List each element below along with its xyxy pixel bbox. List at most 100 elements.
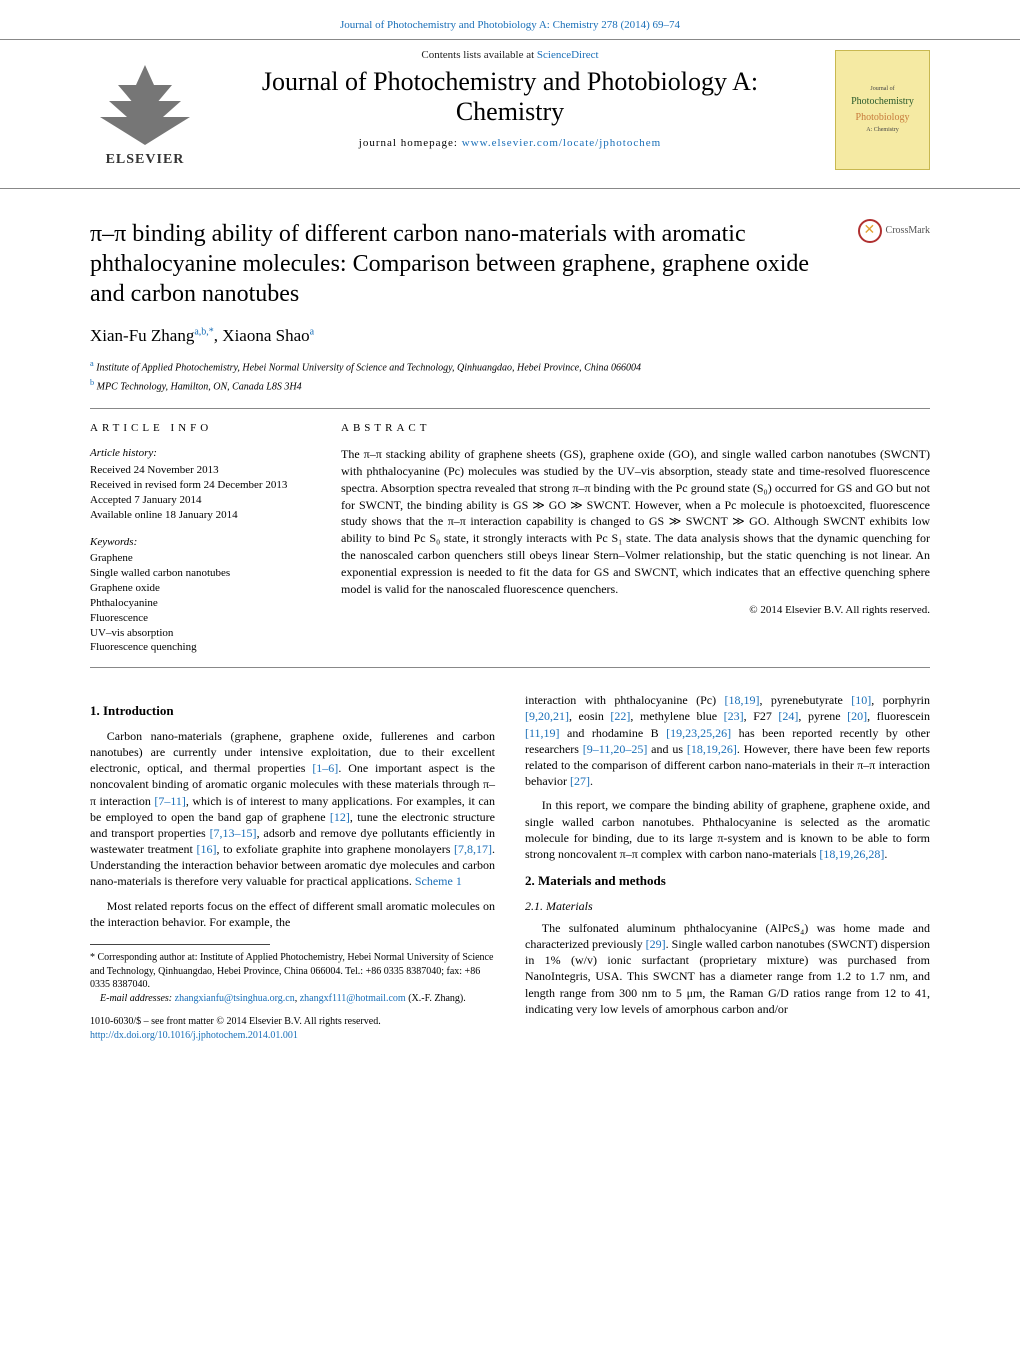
affiliation-b: b MPC Technology, Hamilton, ON, Canada L… [90,377,930,394]
subsection-head-materials: 2.1. Materials [525,898,930,914]
sciencedirect-link[interactable]: ScienceDirect [537,49,599,61]
body-text: . [590,774,593,788]
article-info-row: ARTICLE INFO Article history: Received 2… [90,408,930,668]
ref-link[interactable]: [7,8,17] [454,842,492,856]
ref-link[interactable]: [22] [610,709,630,723]
author-2: Xiaona Shao [222,326,309,345]
ref-link[interactable]: [1–6] [312,761,338,775]
body-paragraph: Carbon nano-materials (graphene, graphen… [90,728,495,890]
masthead: ELSEVIER Contents lists available at Sci… [0,39,1020,189]
history-line: Received in revised form 24 December 201… [90,478,305,493]
ref-link[interactable]: [9–11,20–25] [583,742,648,756]
history-line: Received 24 November 2013 [90,463,305,478]
author-2-sup: a [310,326,314,337]
cover-line-4: A: Chemistry [866,126,899,134]
ref-link[interactable]: [12] [330,810,350,824]
body-text: , methylene blue [630,709,723,723]
body-text: , to exfoliate graphite into graphene mo… [217,842,455,856]
ref-link[interactable]: [18,19,26,28] [819,847,884,861]
journal-cover-thumb: Journal of Photochemistry Photobiology A… [835,50,930,170]
keyword: Graphene [90,551,305,566]
email-label: E-mail addresses: [100,993,175,1004]
ref-link[interactable]: [18,19,26] [687,742,737,756]
footnote-rule [90,944,270,945]
abstract-head: ABSTRACT [341,421,930,436]
body-text: , F27 [744,709,779,723]
tree-icon [100,65,190,145]
history-head: Article history: [90,446,305,461]
author-1: Xian-Fu Zhang [90,326,194,345]
ref-link[interactable]: [24] [778,709,798,723]
body-text: , eosin [569,709,610,723]
article-title: π–π binding ability of different carbon … [90,219,930,309]
footnote-block: * Corresponding author at: Institute of … [90,951,495,1005]
publisher-logo: ELSEVIER [90,50,200,170]
email-tail: (X.-F. Zhang). [406,993,466,1004]
footer-block: 1010-6030/$ – see front matter © 2014 El… [90,1015,495,1042]
article-info-left: ARTICLE INFO Article history: Received 2… [90,421,305,655]
ref-link[interactable]: [23] [724,709,744,723]
authors: Xian-Fu Zhanga,b,*, Xiaona Shaoa [90,325,930,348]
history-line: Accepted 7 January 2014 [90,493,305,508]
ref-link[interactable]: [16] [197,842,217,856]
ref-link[interactable]: [19,23,25,26] [666,726,731,740]
keyword: Fluorescence quenching [90,640,305,655]
body-text: , pyrenebutyrate [760,693,852,707]
body-text: , fluorescein [867,709,930,723]
body-text: interaction with phthalocyanine (Pc) [525,693,725,707]
cover-line-2: Photochemistry [851,95,914,109]
ref-link[interactable]: [7–11] [154,794,186,808]
running-head: Journal of Photochemistry and Photobiolo… [0,0,1020,39]
ref-link[interactable]: [9,20,21] [525,709,569,723]
contents-line: Contents lists available at ScienceDirec… [220,48,800,63]
ref-link[interactable]: [20] [847,709,867,723]
history-line: Available online 18 January 2014 [90,508,305,523]
email-link-2[interactable]: zhangxf111@hotmail.com [300,993,406,1004]
affiliation-b-text: MPC Technology, Hamilton, ON, Canada L8S… [97,381,302,392]
body-paragraph: The sulfonated aluminum phthalocyanine (… [525,920,930,1017]
ref-link[interactable]: [11,19] [525,726,560,740]
body-text: . [884,847,887,861]
body-text: and us [647,742,687,756]
body-text: , pyrene [798,709,847,723]
body-columns: 1. Introduction Carbon nano-materials (g… [90,692,930,1042]
crossmark-badge[interactable]: CrossMark [858,219,930,243]
ref-link[interactable]: [18,19] [725,693,760,707]
keyword: UV–vis absorption [90,626,305,641]
front-matter-line: 1010-6030/$ – see front matter © 2014 El… [90,1015,495,1029]
section-head-methods: 2. Materials and methods [525,872,930,890]
email-link-1[interactable]: zhangxianfu@tsinghua.org.cn [175,993,295,1004]
corresponding-footnote: * Corresponding author at: Institute of … [90,951,495,992]
contents-at-text: Contents lists available at [421,49,536,61]
ref-link[interactable]: [27] [570,774,590,788]
scheme-link[interactable]: Scheme 1 [415,874,462,888]
journal-name: Journal of Photochemistry and Photobiolo… [220,67,800,127]
abstract-text: The π–π stacking ability of graphene she… [341,446,930,597]
abstract-block: ABSTRACT The π–π stacking ability of gra… [341,421,930,655]
body-paragraph: Most related reports focus on the effect… [90,898,495,930]
keyword: Graphene oxide [90,581,305,596]
body-text: , porphyrin [871,693,930,707]
ref-link[interactable]: [7,13–15] [210,826,257,840]
homepage-link[interactable]: www.elsevier.com/locate/jphotochem [462,137,661,149]
body-paragraph: In this report, we compare the binding a… [525,797,930,862]
body-text: and rhodamine B [560,726,667,740]
cover-line-1: Journal of [870,85,894,93]
body-paragraph: interaction with phthalocyanine (Pc) [18… [525,692,930,789]
affiliation-a: a Institute of Applied Photochemistry, H… [90,358,930,375]
publisher-name: ELSEVIER [106,151,185,170]
running-head-link[interactable]: Journal of Photochemistry and Photobiolo… [340,19,680,31]
article-info-head: ARTICLE INFO [90,421,305,436]
author-1-sup: a,b,* [194,326,213,337]
keyword: Single walled carbon nanotubes [90,566,305,581]
ref-link[interactable]: [10] [851,693,871,707]
ref-link[interactable]: [29] [646,937,666,951]
homepage-label: journal homepage: [359,137,462,149]
crossmark-label: CrossMark [886,224,930,238]
keyword: Fluorescence [90,611,305,626]
masthead-center: Contents lists available at ScienceDirec… [220,48,800,151]
section-head-intro: 1. Introduction [90,702,495,720]
affiliation-a-text: Institute of Applied Photochemistry, Heb… [96,362,641,373]
email-footnote: E-mail addresses: zhangxianfu@tsinghua.o… [90,992,495,1006]
doi-link[interactable]: http://dx.doi.org/10.1016/j.jphotochem.2… [90,1030,298,1041]
